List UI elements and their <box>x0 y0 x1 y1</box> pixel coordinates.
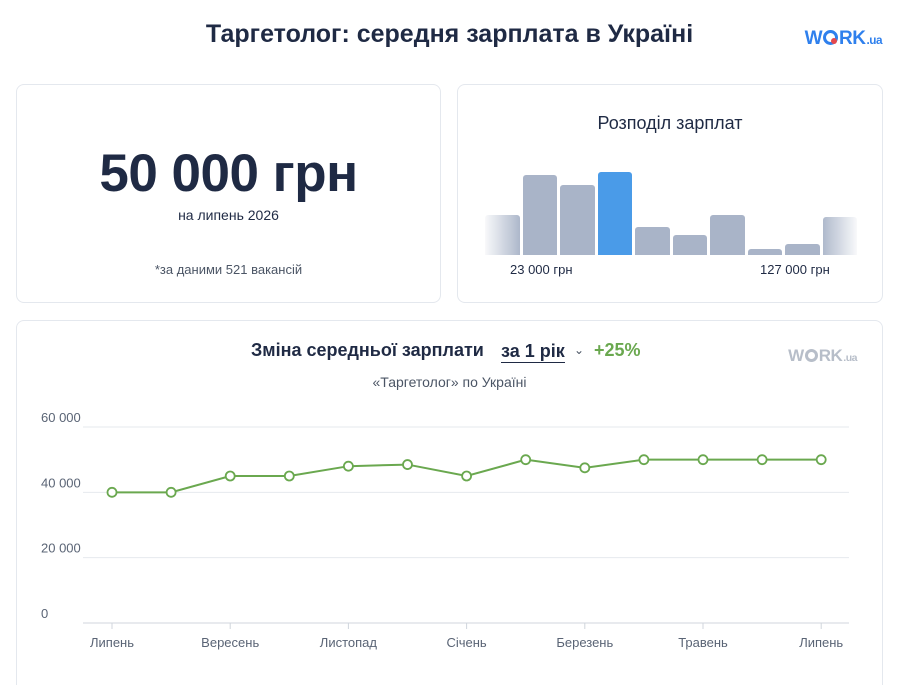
distribution-min-label: 23 000 грн <box>510 262 573 277</box>
salary-trend-card: Зміна середньої зарплати за 1 рік ⌄ +25%… <box>16 320 883 685</box>
logo-o-icon <box>804 349 818 362</box>
x-tick-label: Вересень <box>201 635 259 650</box>
x-tick-label: Липень <box>799 635 843 650</box>
x-tick-label: Травень <box>678 635 728 650</box>
distribution-bar[interactable] <box>522 175 557 255</box>
data-point[interactable] <box>106 486 118 498</box>
page-title: Таргетолог: середня зарплата в Україні <box>205 20 694 48</box>
distribution-max-label: 127 000 грн <box>760 262 830 277</box>
data-point[interactable] <box>815 454 827 466</box>
data-point[interactable] <box>697 454 709 466</box>
data-point[interactable] <box>579 462 591 474</box>
data-point[interactable] <box>283 470 295 482</box>
distribution-bar[interactable] <box>710 215 745 255</box>
y-tick-label: 20 000 <box>41 541 81 556</box>
salary-line-chart: 0 20 000 40 000 60 000 Липень Вересень Листопа… <box>41 410 849 650</box>
data-point[interactable] <box>224 470 236 482</box>
data-point[interactable] <box>165 486 177 498</box>
distribution-title: Розподіл зарплат <box>597 113 743 133</box>
distribution-bar[interactable] <box>485 215 520 255</box>
y-tick-label: 40 000 <box>41 475 81 490</box>
distribution-bars <box>485 165 857 255</box>
data-point[interactable] <box>756 454 768 466</box>
distribution-bar[interactable] <box>785 244 820 255</box>
y-tick-label: 0 <box>41 606 48 621</box>
distribution-bar[interactable] <box>747 249 782 255</box>
salary-distribution-card: Розподіл зарплат 23 000 грн 127 000 грн <box>457 84 883 303</box>
x-tick-label: Липень <box>90 635 134 650</box>
data-point[interactable] <box>402 459 413 470</box>
distribution-bar[interactable] <box>672 235 707 255</box>
distribution-bar[interactable] <box>635 227 670 255</box>
data-point[interactable] <box>342 460 354 472</box>
average-salary-date: на липень 2026 <box>178 207 279 223</box>
y-tick-label: 60 000 <box>41 410 81 425</box>
chart-subtitle: «Таргетолог» по Україні <box>372 374 527 390</box>
x-tick-label: Листопад <box>320 635 378 650</box>
salary-change-percent: +25% <box>594 340 641 360</box>
data-point[interactable] <box>520 454 532 466</box>
chevron-down-icon[interactable]: ⌄ <box>574 343 585 357</box>
work-ua-logo[interactable]: W RK.ua <box>804 28 883 49</box>
distribution-bar[interactable] <box>597 172 632 255</box>
average-salary-card: 50 000 грн на липень 2026 *за даними 521… <box>16 84 441 303</box>
vacancies-note: *за даними 521 вакансій <box>154 262 303 277</box>
period-select[interactable]: за 1 рік <box>501 341 565 363</box>
logo-o-icon <box>823 30 839 45</box>
distribution-bar[interactable] <box>822 217 857 255</box>
x-tick-label: Січень <box>446 635 486 650</box>
data-point[interactable] <box>461 470 473 482</box>
chart-title: Зміна середньої зарплати <box>251 340 484 360</box>
x-tick-label: Березень <box>556 635 613 650</box>
average-salary-value: 50 000 грн <box>99 144 358 203</box>
data-point[interactable] <box>638 454 650 466</box>
distribution-bar[interactable] <box>560 185 595 255</box>
work-ua-watermark: W RK.ua <box>788 346 857 365</box>
